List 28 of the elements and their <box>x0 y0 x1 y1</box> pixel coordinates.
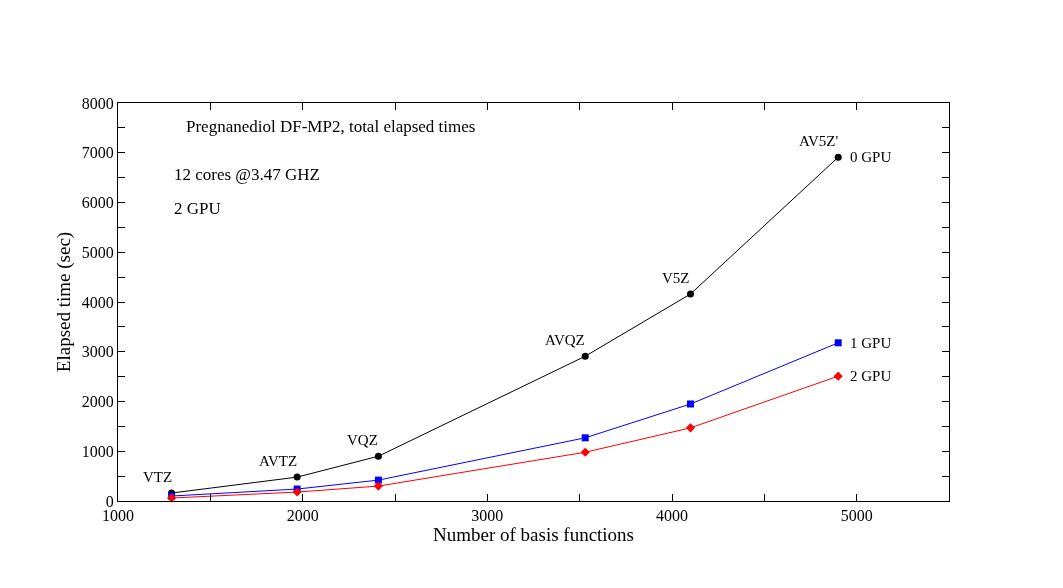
annotation: AVQZ <box>545 332 585 348</box>
x-tick-label: 4000 <box>656 507 688 525</box>
series-label: 2 GPU <box>850 368 892 384</box>
y-tick-label: 8000 <box>81 94 114 112</box>
series-label: 1 GPU <box>850 335 892 351</box>
annotation: 12 cores @3.47 GHZ <box>174 165 320 184</box>
series-label: 0 GPU <box>850 149 892 165</box>
y-tick-label: 5000 <box>81 243 114 261</box>
annotation: VTZ <box>143 469 173 485</box>
annotation: VQZ <box>347 432 378 448</box>
y-tick-label: 1000 <box>81 442 114 460</box>
annotation: 2 GPU <box>174 199 221 218</box>
y-tick-label: 2000 <box>81 393 114 411</box>
y-tick-label: 0 <box>105 492 114 510</box>
annotation: AV5Z' <box>799 133 839 149</box>
annotation: AVTZ <box>259 453 298 469</box>
y-tick-label: 7000 <box>81 144 114 162</box>
y-tick-label: 6000 <box>81 194 114 212</box>
x-tick-label: 1000 <box>102 507 134 525</box>
y-tick-label: 4000 <box>81 293 114 311</box>
y-axis-title: Elapsed time (sec) <box>52 231 75 373</box>
x-axis-title: Number of basis functions <box>432 524 635 546</box>
y-tick-label: 3000 <box>81 343 114 361</box>
x-tick-label: 5000 <box>840 507 873 525</box>
annotation: V5Z <box>662 270 690 286</box>
x-tick-label: 3000 <box>471 507 504 525</box>
annotation: Pregnanediol DF-MP2, total elapsed times <box>186 117 476 136</box>
x-tick-label: 2000 <box>286 507 319 525</box>
